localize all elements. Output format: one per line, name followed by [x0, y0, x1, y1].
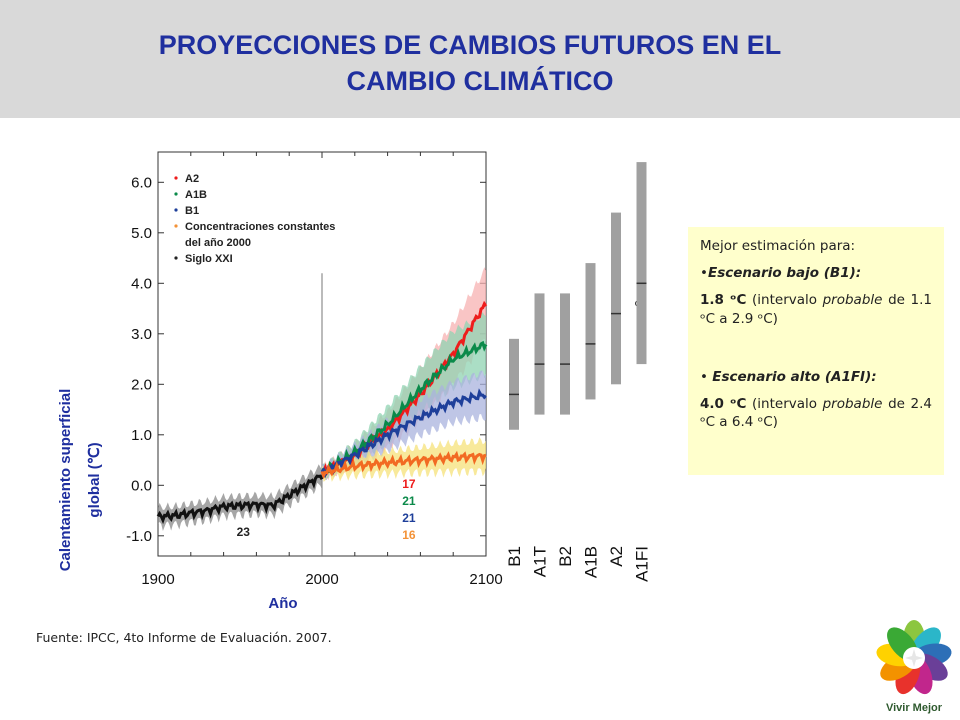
legend-marker	[174, 176, 178, 180]
page-title-line2: CAMBIO CLIMÁTICO	[346, 66, 614, 96]
range-bar	[585, 263, 596, 400]
range-category-label: A1B	[582, 546, 601, 578]
info-b1-title: •Escenario bajo (B1):	[700, 265, 862, 282]
y-tick-label: 4.0	[131, 275, 152, 292]
info-a1fi-range-pre: (intervalo	[746, 396, 823, 413]
y-axis-label-line1: Calentamiento superficial	[57, 389, 74, 572]
legend-label: Concentraciones constantes	[185, 221, 335, 233]
info-b1-detail: 1.8 ᵒC (intervalo probable de 1.1 ᵒC a 2…	[700, 291, 932, 327]
x-tick-label: 2000	[305, 571, 338, 588]
series-band	[158, 464, 322, 531]
y-tick-label: 0.0	[131, 477, 152, 494]
legend-label: A1B	[185, 189, 207, 201]
info-a1fi-detail: 4.0 ᵒC (intervalo probable de 2.4 ᵒC a 6…	[700, 395, 932, 431]
flower-logo-icon	[876, 620, 952, 695]
info-spacer	[700, 337, 932, 359]
info-a1fi-value: 4.0 ᵒC	[700, 396, 747, 413]
main-plot: 6.0 5.0 4.0 3.0 2.0 1.0 0.0 -1.0 1900 2000 2100 23 1…	[126, 151, 503, 588]
series-line	[320, 388, 488, 479]
title-banner	[0, 0, 960, 118]
range-bar	[509, 338, 519, 430]
range-bar	[611, 212, 621, 385]
y-tick-label: 5.0	[131, 225, 152, 242]
info-a1fi-title-text: Escenario alto (A1FI):	[712, 368, 877, 385]
legend-label: del año 2000	[185, 237, 251, 249]
info-a1fi-range-post: de 2.4 ᵒC a 6.4 ᵒC)	[700, 396, 933, 431]
info-b1-range-word: probable	[822, 292, 883, 309]
source-note: Fuente: IPCC, 4to Informe de Evaluación.…	[36, 630, 332, 645]
projection-chart: Calentamiento superficial global (℃) Año…	[57, 151, 652, 612]
range-category-label: A2	[607, 546, 626, 567]
model-count-label: 23	[237, 525, 251, 539]
y-tick-label: 3.0	[131, 326, 152, 343]
info-a1fi-range-word: probable	[822, 396, 883, 413]
info-b1-value: 1.8 ᵒC	[700, 292, 747, 309]
y-tick-label: 6.0	[131, 174, 152, 191]
model-count-label: 16	[402, 528, 416, 542]
y-tick-label: 1.0	[131, 427, 152, 444]
range-bar	[636, 162, 647, 365]
legend-marker	[174, 192, 178, 196]
legend-marker	[174, 224, 178, 228]
chart-area: Calentamiento superficial global (℃) Año…	[0, 140, 690, 620]
range-plot: B1 A1T B2 A1B A2 A1FI	[505, 162, 652, 582]
vivir-mejor-logo: Vivir Mejor	[868, 612, 960, 720]
range-bar	[534, 293, 545, 415]
legend: A2 A1B B1 Concentraciones constantes del año…	[174, 173, 335, 265]
x-tick-label: 1900	[141, 571, 174, 588]
legend-label: Siglo XXI	[185, 253, 233, 265]
range-category-label: A1FI	[633, 546, 652, 582]
info-b1-range-post: de 1.1 ᵒC a 2.9 ᵒC)	[700, 292, 933, 327]
series-line	[320, 450, 487, 479]
model-count-label: 21	[402, 494, 416, 508]
y-tick-label: 2.0	[131, 376, 152, 393]
legend-marker	[174, 256, 178, 260]
series-line	[156, 474, 324, 525]
x-tick-label: 2100	[469, 571, 502, 588]
info-b1-range-pre: (intervalo	[746, 292, 823, 309]
range-category-label: B1	[505, 546, 524, 567]
info-heading: Mejor estimación para:	[700, 238, 856, 254]
range-bar	[560, 293, 570, 415]
model-count-label: 21	[402, 511, 416, 525]
page-title-line1: PROYECCIONES DE CAMBIOS FUTUROS EN EL	[158, 30, 782, 60]
logo-text: Vivir Mejor	[885, 702, 943, 714]
x-axis-label: Año	[268, 595, 297, 612]
model-count-label: 17	[402, 477, 416, 491]
legend-marker	[174, 208, 178, 212]
info-a1fi-title: • Escenario alto (A1FI):	[700, 368, 877, 385]
y-axis-label-line2: global (℃)	[86, 442, 103, 517]
info-box: Mejor estimación para: •Escenario bajo (…	[688, 227, 944, 475]
legend-label: A2	[185, 173, 199, 185]
range-category-label: A1T	[531, 546, 550, 577]
y-tick-label: -1.0	[126, 528, 152, 545]
info-b1-title-text: Escenario bajo (B1):	[707, 265, 862, 282]
range-category-label: B2	[556, 546, 575, 567]
y-axis-label: Calentamiento superficial global (℃)	[57, 389, 103, 572]
legend-label: B1	[185, 205, 199, 217]
series-line	[321, 340, 488, 474]
